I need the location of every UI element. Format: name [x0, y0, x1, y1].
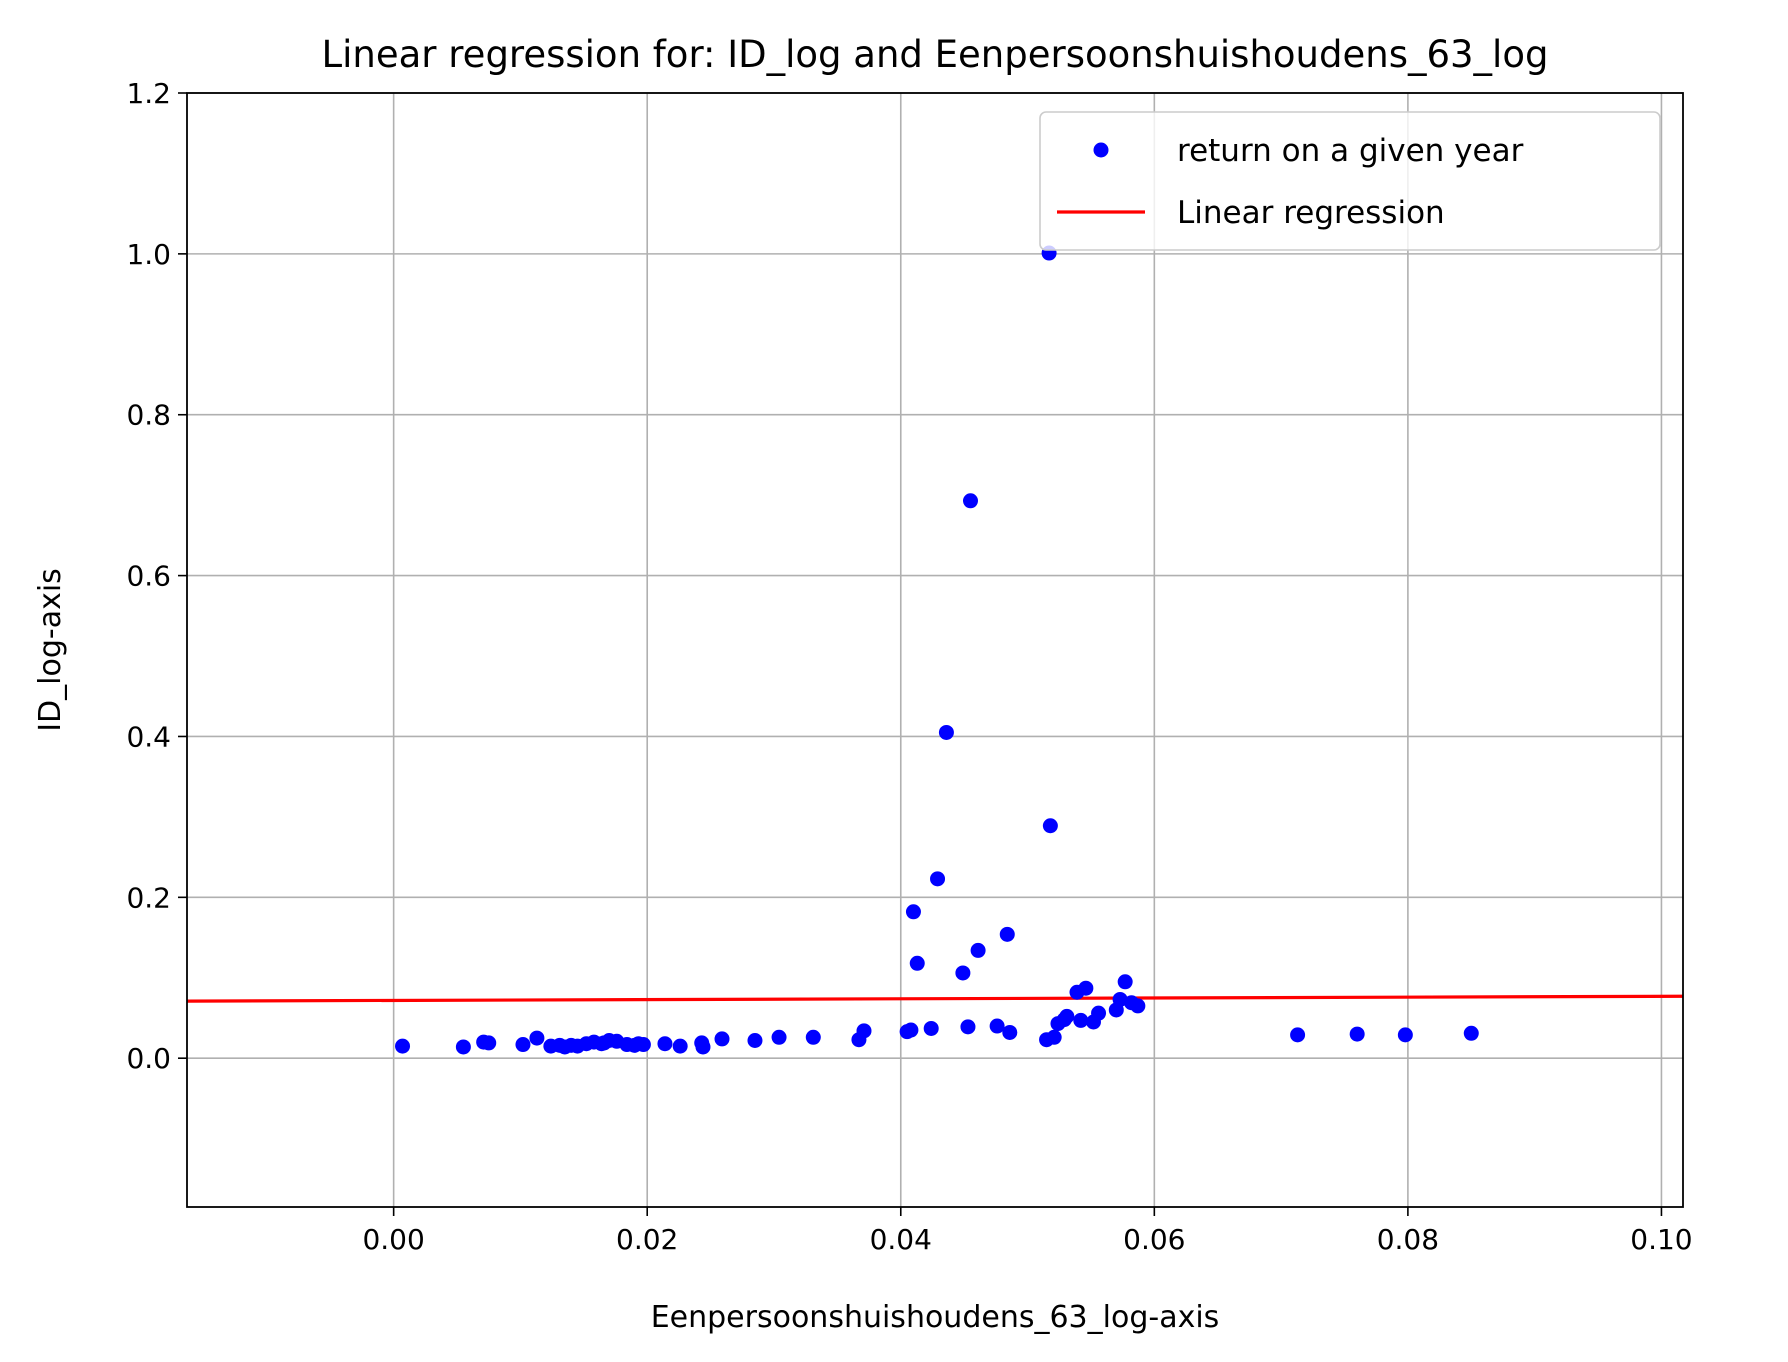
scatter-point — [930, 871, 946, 887]
x-tick-label: 0.02 — [616, 1223, 678, 1256]
scatter-point — [455, 1039, 471, 1055]
x-tick-label: 0.08 — [1377, 1223, 1439, 1256]
legend-box — [1039, 111, 1661, 251]
legend: return on a given year Linear regression — [1039, 111, 1661, 251]
scatter-point — [481, 1035, 497, 1051]
regression-line — [186, 994, 1684, 1003]
legend-label-scatter: return on a given year — [1177, 133, 1524, 169]
x-axis-label: Eenpersoonshuishoudens_63_log-axis — [651, 1300, 1220, 1335]
scatter-point — [955, 965, 971, 981]
scatter-point — [1078, 980, 1094, 996]
legend-marker-scatter — [1093, 142, 1109, 158]
scatter-points — [395, 245, 1479, 1055]
scatter-point — [960, 1019, 976, 1035]
regression-layer — [186, 994, 1684, 1003]
x-tick-label: 0.00 — [362, 1223, 424, 1256]
scatter-point — [672, 1038, 688, 1054]
scatter-point — [905, 904, 921, 920]
scatter-point — [695, 1039, 711, 1055]
scatter-point — [999, 926, 1015, 942]
plot-frame — [186, 92, 1684, 1208]
scatter-point — [1349, 1026, 1365, 1042]
y-tick-label: 0.8 — [126, 399, 171, 432]
x-tick-label: 0.10 — [1630, 1223, 1692, 1256]
grid — [187, 92, 1683, 1207]
scatter-point — [515, 1037, 531, 1053]
scatter-point — [714, 1031, 730, 1047]
scatter-point — [1091, 1005, 1107, 1021]
y-tick-label: 0.6 — [126, 560, 171, 593]
scatter-point — [1046, 1029, 1062, 1045]
y-tick-label: 0.2 — [126, 881, 171, 914]
scatter-point — [938, 724, 954, 740]
x-tick-label: 0.04 — [870, 1223, 932, 1256]
scatter-point — [657, 1036, 673, 1052]
scatter-point — [1130, 998, 1146, 1014]
y-tick-label: 0.4 — [126, 720, 171, 753]
x-tick-label: 0.06 — [1123, 1223, 1185, 1256]
axis-ticks: 0.00 0.02 0.04 0.06 0.08 0.10 0.0 0.2 0.4 0.6 0.8 1… — [126, 77, 1692, 1256]
legend-label-regression: Linear regression — [1177, 195, 1445, 231]
scatter-point — [747, 1033, 763, 1049]
y-tick-label: 1.0 — [126, 238, 171, 271]
chart-title: Linear regression for: ID_log and Eenper… — [322, 33, 1549, 76]
y-tick-label: 1.2 — [126, 77, 171, 110]
scatter-point — [529, 1030, 545, 1046]
scatter-point — [1463, 1025, 1479, 1041]
scatter-point — [771, 1029, 787, 1045]
scatter-point — [1042, 818, 1058, 834]
scatter-point — [989, 1018, 1005, 1034]
scatter-point — [1397, 1027, 1413, 1043]
scatter-point — [1059, 1008, 1075, 1024]
scatter-point — [962, 493, 978, 509]
scatter-point — [923, 1020, 939, 1036]
scatter-point — [635, 1037, 651, 1053]
y-axis-label: ID_log-axis — [33, 568, 68, 732]
scatter-point — [1002, 1024, 1018, 1040]
scatter-point — [1290, 1027, 1306, 1043]
scatter-point — [1073, 1012, 1089, 1028]
scatter-point — [903, 1022, 919, 1038]
scatter-point — [395, 1038, 411, 1054]
scatter-point — [909, 955, 925, 971]
scatter-point — [1112, 991, 1128, 1007]
scatter-point — [856, 1023, 872, 1039]
scatter-point — [805, 1029, 821, 1045]
scatter-point — [970, 942, 986, 958]
scatter-point — [1117, 974, 1133, 990]
y-tick-label: 0.0 — [126, 1042, 171, 1075]
